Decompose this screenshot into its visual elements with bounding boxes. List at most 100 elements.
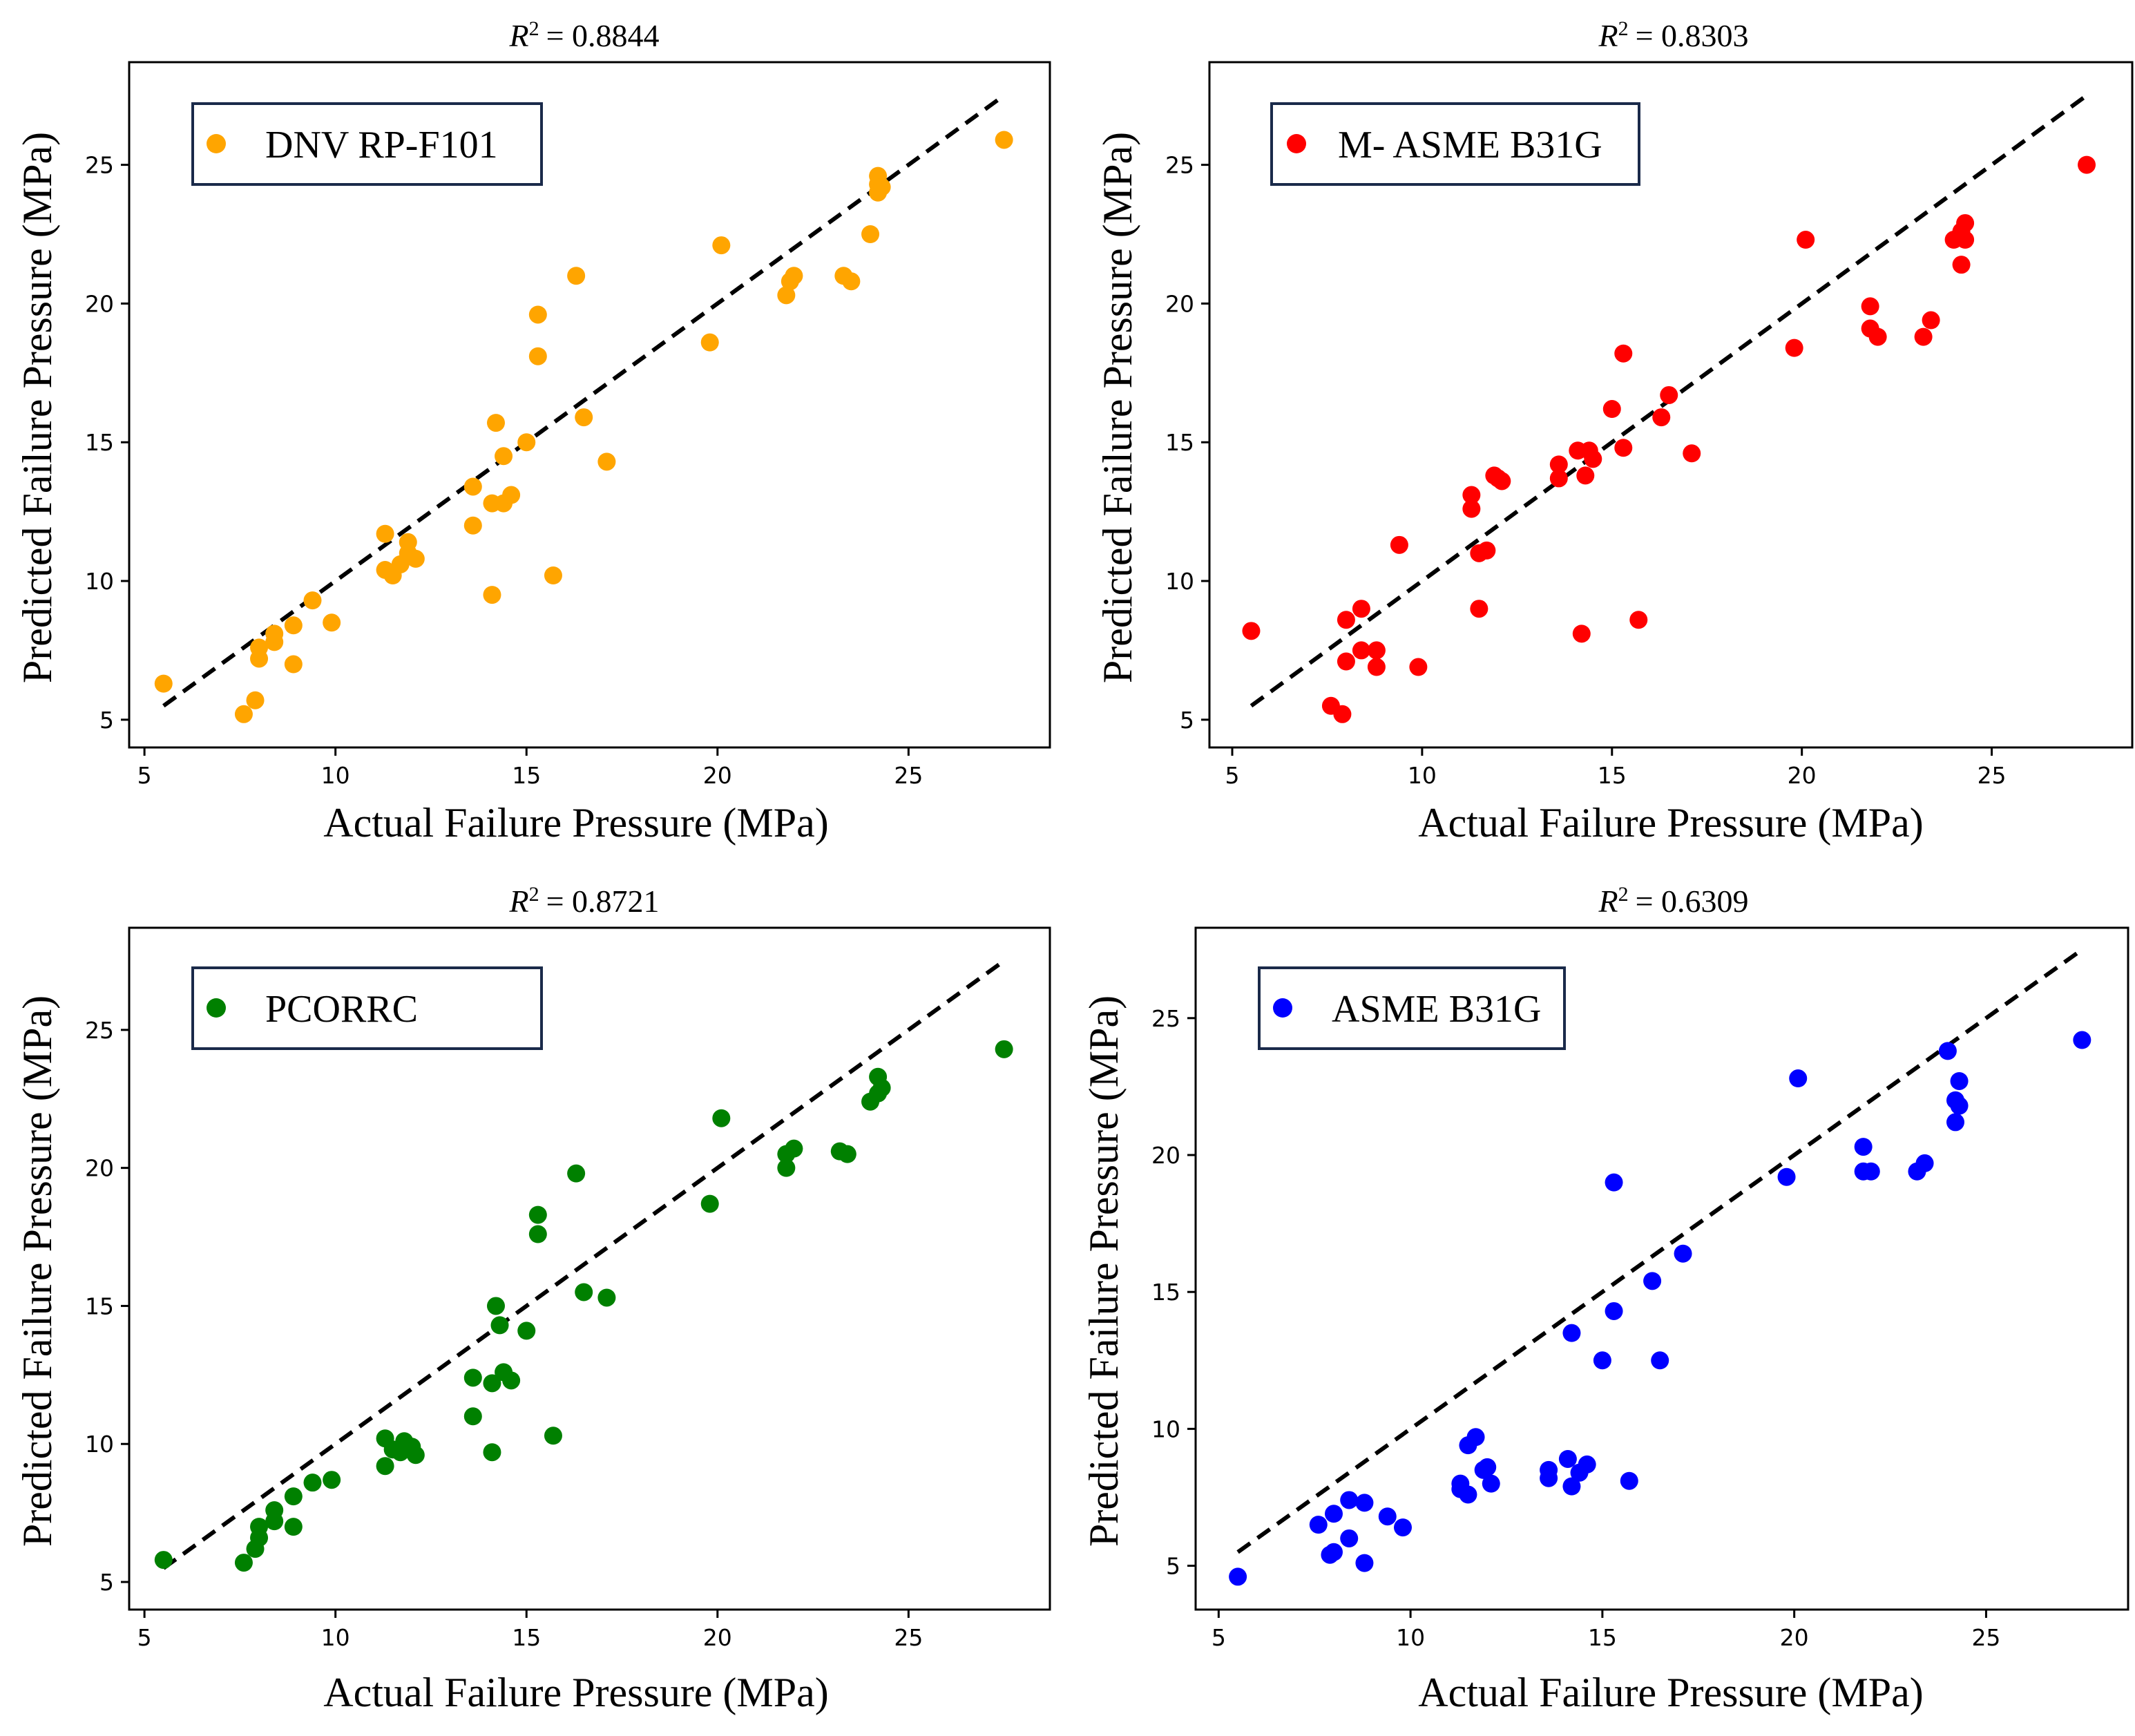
x-tick-label: 15 — [1588, 1624, 1617, 1651]
data-point — [1325, 1505, 1343, 1523]
data-point — [1605, 1173, 1623, 1192]
x-tick-label: 20 — [703, 762, 732, 789]
data-point — [1466, 1428, 1485, 1447]
data-point — [1938, 1042, 1957, 1060]
data-point — [1674, 1244, 1692, 1263]
data-point — [528, 1205, 547, 1224]
data-point — [995, 1040, 1013, 1058]
data-point — [1652, 408, 1671, 427]
data-point — [712, 1109, 731, 1127]
data-point — [1340, 1491, 1359, 1509]
data-point — [1950, 1096, 1969, 1115]
data-point — [1683, 444, 1701, 463]
data-point — [1390, 535, 1408, 554]
data-point — [1337, 652, 1355, 671]
data-point — [1367, 658, 1386, 676]
data-point — [785, 1139, 803, 1158]
data-point — [1915, 1154, 1934, 1172]
data-point — [1352, 600, 1370, 618]
x-tick-label: 10 — [1396, 1624, 1425, 1651]
reference-line-layer — [1236, 948, 2084, 1554]
y-tick-label: 15 — [1165, 429, 1194, 456]
data-point — [234, 705, 253, 723]
chart-panel-dnv: R2 = 0.8844 5 10 15 20 25 5 10 15 20 25 DNV RP-F10… — [15, 17, 1051, 846]
plot-area-frame — [1208, 61, 2134, 749]
x-tick-label: 10 — [321, 1624, 350, 1651]
data-point — [872, 178, 891, 196]
data-point — [483, 1443, 501, 1462]
legend-marker — [1287, 134, 1306, 153]
y-tick-label: 25 — [85, 1017, 114, 1044]
data-point — [1340, 1529, 1359, 1547]
data-point — [250, 1518, 269, 1536]
x-tick-label: 25 — [1971, 1624, 2000, 1651]
data-point — [486, 1297, 505, 1315]
data-point — [567, 267, 586, 285]
chart-title: R2 = 0.6309 — [1598, 883, 1748, 919]
data-point — [1956, 213, 1975, 232]
data-point — [838, 1145, 856, 1163]
data-point — [483, 586, 501, 604]
data-point — [250, 638, 269, 657]
legend: ASME B31G — [1258, 966, 1566, 1050]
reference-line-layer — [162, 959, 1006, 1570]
data-point — [1337, 611, 1355, 629]
legend-label: M- ASME B31G — [1338, 124, 1602, 166]
x-tick-label: 5 — [137, 762, 152, 789]
data-point — [246, 691, 265, 709]
data-point — [1459, 1485, 1477, 1504]
data-point — [1593, 1351, 1611, 1370]
data-point — [777, 286, 796, 305]
y-tick-label: 10 — [85, 568, 114, 595]
x-tick-label: 25 — [1978, 762, 2007, 789]
data-point — [1576, 466, 1595, 485]
legend-label: ASME B31G — [1332, 988, 1541, 1031]
data-point — [1651, 1351, 1669, 1370]
data-point-layer — [154, 131, 1013, 723]
legend-marker — [1273, 998, 1292, 1018]
data-point — [303, 591, 322, 610]
reference-line — [162, 959, 1006, 1570]
data-point — [1605, 1301, 1623, 1320]
data-point — [1309, 1516, 1328, 1534]
x-axis-label: Actual Failure Pressure (MPa) — [323, 800, 828, 846]
data-point — [1462, 486, 1481, 504]
data-point — [1470, 600, 1488, 618]
y-tick-label: 20 — [1165, 290, 1194, 317]
x-tick-label: 15 — [1598, 762, 1627, 789]
data-point — [1868, 327, 1887, 346]
data-point — [1620, 1471, 1638, 1490]
data-point — [872, 1078, 891, 1097]
data-point — [1378, 1507, 1397, 1526]
data-point — [1643, 1272, 1662, 1290]
data-point — [1785, 338, 1803, 357]
chart-panel-pcorrc: R2 = 0.8721 5 10 15 20 25 5 10 15 20 25 PCORRC Act… — [15, 883, 1051, 1715]
y-tick-label: 15 — [85, 429, 114, 456]
data-point-layer — [1242, 155, 2096, 723]
data-point — [2078, 155, 2096, 174]
data-point — [597, 1288, 616, 1307]
legend-frame — [1270, 102, 1640, 186]
data-point — [463, 477, 482, 496]
x-axis-label: Actual Failure Pressure (MPa) — [323, 1670, 828, 1715]
data-point — [1549, 455, 1568, 474]
data-point — [486, 414, 505, 432]
y-tick-label: 25 — [1151, 1005, 1180, 1032]
data-point — [1355, 1494, 1374, 1512]
data-point — [777, 1158, 796, 1177]
data-point — [1477, 541, 1496, 560]
data-point — [1558, 1449, 1577, 1468]
data-point — [517, 433, 536, 452]
y-axis-label: Predicted Failure Pressure (MPa) — [15, 132, 60, 683]
y-tick-label: 20 — [85, 1155, 114, 1182]
data-point — [1950, 1071, 1969, 1090]
data-point — [1946, 1113, 1964, 1132]
data-point — [490, 1316, 509, 1335]
data-point — [785, 267, 803, 285]
data-point — [303, 1473, 322, 1492]
x-tick-label: 5 — [1212, 1624, 1226, 1651]
x-tick-label: 25 — [894, 1624, 923, 1651]
data-point — [502, 1371, 521, 1390]
data-point — [502, 486, 521, 504]
